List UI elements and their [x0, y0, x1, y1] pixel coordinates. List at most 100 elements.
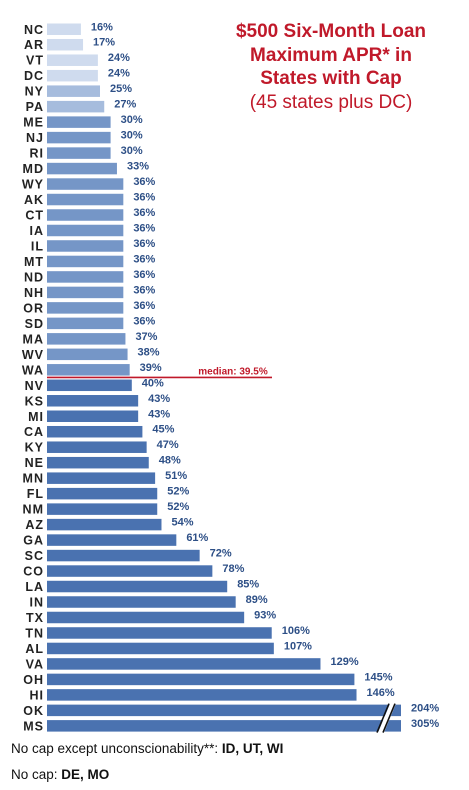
state-label-ms: MS: [23, 719, 44, 733]
state-label-il: IL: [31, 239, 44, 253]
state-label-wv: WV: [22, 348, 44, 362]
bar-mi: [47, 410, 139, 422]
state-label-md: MD: [23, 162, 44, 176]
axis-break-marks: [376, 703, 396, 733]
value-label-in: 89%: [246, 594, 268, 606]
state-label-mt: MT: [24, 255, 44, 269]
state-label-va: VA: [26, 657, 44, 671]
value-label-nm: 52%: [167, 501, 189, 513]
bar-va: [47, 658, 321, 670]
state-label-la: LA: [25, 580, 44, 594]
bar-md: [47, 162, 117, 175]
bar-tn: [47, 627, 272, 639]
state-label-nm: NM: [23, 503, 44, 517]
state-label-vt: VT: [26, 54, 44, 68]
value-label-ne: 48%: [159, 455, 181, 467]
bar-hi: [47, 689, 357, 701]
bar-co: [47, 565, 213, 577]
value-label-nh: 36%: [133, 284, 155, 296]
bar-mn: [47, 472, 156, 484]
state-label-ia: IA: [30, 224, 45, 238]
value-label-va: 129%: [330, 656, 358, 668]
bar-ne: [47, 456, 149, 469]
value-label-az: 54%: [171, 517, 193, 529]
bar-sd: [47, 317, 124, 330]
chart-subtitle: (45 states plus DC): [249, 91, 413, 113]
value-label-wa: 39%: [140, 362, 162, 374]
bar-ak: [47, 193, 124, 206]
axis-break-slash: [376, 703, 396, 733]
state-label-nh: NH: [24, 286, 44, 300]
value-label-ks: 43%: [148, 393, 170, 405]
state-label-oh: OH: [23, 673, 44, 687]
bar-tx: [47, 611, 245, 624]
state-label-ga: GA: [23, 534, 44, 548]
bar-nj: [47, 131, 111, 144]
value-label-fl: 52%: [167, 486, 189, 498]
state-label-ct: CT: [25, 209, 44, 223]
footnote2-states: DE, MO: [61, 767, 110, 782]
state-label-ak: AK: [24, 193, 44, 207]
median-label: median: 39.5%: [198, 366, 268, 377]
value-labels: 16% 17% 24% 24% 25% 27% 30% 30% 30% 33% 36% 36% 36% 3…: [91, 21, 439, 730]
value-label-dc: 24%: [108, 68, 130, 80]
bar-me: [47, 116, 111, 128]
bar-wa: [47, 364, 130, 376]
state-label-ne: NE: [25, 456, 44, 470]
value-label-hi: 146%: [367, 687, 395, 699]
value-label-nd: 36%: [133, 269, 155, 281]
state-label-nd: ND: [24, 270, 44, 284]
bar-ky: [47, 441, 147, 453]
state-label-tn: TN: [25, 626, 44, 640]
title-line-1: $500 Six-Month Loan: [235, 21, 427, 42]
bar-nh: [47, 286, 124, 299]
bar-nm: [47, 503, 158, 515]
chart-title: $500 Six-Month Loan Maximum APR* in Stat…: [200, 20, 462, 114]
value-label-il: 36%: [133, 238, 155, 250]
bar-pa: [47, 100, 105, 113]
value-label-sc: 72%: [210, 548, 232, 560]
state-label-ny: NY: [25, 85, 44, 99]
bar-wv: [47, 348, 128, 361]
footnote1-states: ID, UT, WI: [221, 741, 284, 756]
value-label-la: 85%: [237, 579, 259, 591]
bar-nv: [47, 379, 132, 392]
bar-mt: [47, 255, 124, 268]
value-label-pa: 27%: [114, 99, 136, 111]
bar-or: [47, 302, 124, 314]
value-label-mi: 43%: [148, 408, 170, 420]
footnote1-prefix: No cap except unconscionability**:: [11, 741, 222, 756]
value-label-nc: 16%: [91, 21, 113, 33]
state-label-ok: OK: [23, 704, 44, 718]
bar-al: [47, 642, 274, 655]
title-line-3: States with Cap: [260, 68, 402, 89]
value-label-ga: 61%: [186, 532, 208, 544]
value-label-oh: 145%: [364, 671, 392, 683]
value-label-ia: 36%: [133, 222, 155, 234]
state-label-nv: NV: [25, 379, 44, 393]
bar-dc: [47, 69, 98, 82]
state-label-ar: AR: [24, 38, 44, 52]
value-label-nj: 30%: [121, 130, 143, 142]
state-label-al: AL: [25, 642, 44, 656]
state-label-me: ME: [23, 116, 44, 130]
bar-in: [47, 596, 236, 608]
median-marker: median: 39.5%: [47, 366, 272, 379]
bar-ia: [47, 224, 124, 237]
value-label-sd: 36%: [133, 315, 155, 327]
footnote2-prefix: No cap:: [11, 767, 62, 782]
value-label-ar: 17%: [93, 37, 115, 49]
value-label-wy: 36%: [133, 176, 155, 188]
bar-fl: [47, 487, 158, 500]
bar-ny: [47, 85, 100, 97]
bar-sc: [47, 549, 200, 562]
state-label-sd: SD: [25, 317, 44, 331]
value-label-ms: 305%: [411, 718, 439, 730]
footnote-unconscionability: No cap except unconscionability**: ID, U…: [11, 741, 283, 756]
axis-break-line-2: [382, 703, 396, 733]
state-label-fl: FL: [27, 487, 44, 501]
state-label-pa: PA: [26, 100, 44, 114]
bar-wy: [47, 178, 124, 190]
